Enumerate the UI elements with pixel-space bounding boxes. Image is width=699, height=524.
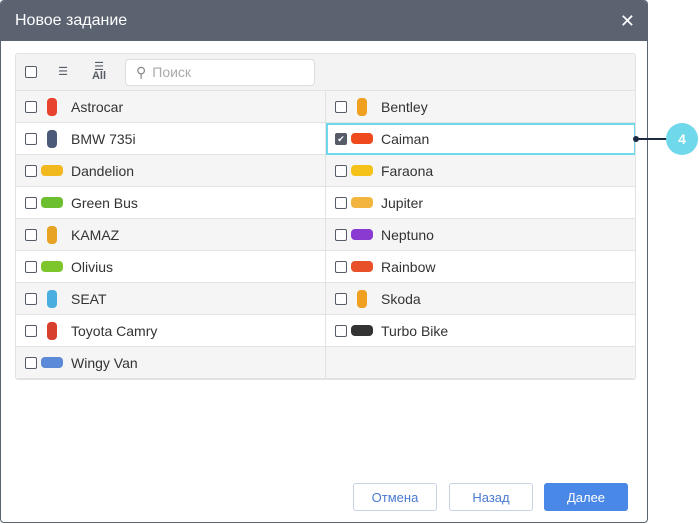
unit-checkbox[interactable] xyxy=(25,324,37,337)
unit-icon xyxy=(41,258,63,276)
unit-icon xyxy=(41,354,63,372)
unit-row[interactable]: Faraona xyxy=(326,155,635,187)
unit-icon xyxy=(41,225,63,244)
unit-name: Neptuno xyxy=(381,226,434,243)
unit-icon xyxy=(351,322,373,340)
cancel-button[interactable]: Отмена xyxy=(353,483,437,511)
unit-name: Wingy Van xyxy=(71,354,138,371)
unit-checkbox[interactable] xyxy=(25,100,37,113)
empty-cell xyxy=(326,347,635,379)
unit-icon xyxy=(351,162,373,180)
unit-name: Dandelion xyxy=(71,162,135,179)
unit-row[interactable]: ✔ Caiman xyxy=(326,123,635,155)
unit-row[interactable]: Jupiter xyxy=(326,187,635,219)
unit-row[interactable]: BMW 735i xyxy=(16,123,326,155)
search-input[interactable]: ⚲ Поиск xyxy=(125,58,315,86)
unit-row[interactable]: Wingy Van xyxy=(16,347,326,379)
unit-checkbox[interactable] xyxy=(335,228,347,241)
unit-row[interactable]: Olivius xyxy=(16,251,326,283)
unit-name: Jupiter xyxy=(381,194,424,211)
unit-row[interactable]: Astrocar xyxy=(16,91,326,123)
unit-name: Skoda xyxy=(381,290,421,307)
close-icon[interactable]: ✕ xyxy=(619,10,635,31)
unit-icon xyxy=(351,194,373,212)
unit-icon xyxy=(41,194,63,212)
unit-checkbox[interactable]: ✔ xyxy=(335,132,347,145)
unit-name: Toyota Camry xyxy=(71,322,158,339)
unit-icon xyxy=(41,129,63,148)
unit-checkbox[interactable] xyxy=(25,260,37,273)
search-placeholder: Поиск xyxy=(152,64,192,80)
unit-row[interactable]: Rainbow xyxy=(326,251,635,283)
unit-checkbox[interactable] xyxy=(25,356,37,369)
search-icon: ⚲ xyxy=(136,63,147,80)
toolbar: ☰ ☰ All ⚲ Поиск xyxy=(16,54,635,91)
callout-line xyxy=(636,138,668,140)
unit-icon xyxy=(351,226,373,244)
unit-icon xyxy=(351,289,373,308)
unit-name: Olivius xyxy=(71,258,114,275)
unit-checkbox[interactable] xyxy=(335,164,347,177)
unit-checkbox[interactable] xyxy=(25,292,37,305)
unit-row[interactable]: Toyota Camry xyxy=(16,315,326,347)
unit-name: KAMAZ xyxy=(71,226,120,243)
unit-name: BMW 735i xyxy=(71,130,136,147)
callout-dot xyxy=(633,136,639,142)
dialog-titlebar: Новое задание ✕ xyxy=(1,1,647,41)
unit-name: Green Bus xyxy=(71,194,138,211)
callout-badge: 4 xyxy=(666,123,698,155)
unit-checkbox[interactable] xyxy=(25,228,37,241)
unit-icon xyxy=(41,289,63,308)
select-all-checkbox[interactable] xyxy=(25,66,37,78)
unit-icon xyxy=(351,97,373,116)
unit-checkbox[interactable] xyxy=(335,292,347,305)
unit-name: Caiman xyxy=(381,130,430,147)
unit-icon xyxy=(41,97,63,116)
unit-row[interactable]: Green Bus xyxy=(16,187,326,219)
back-button[interactable]: Назад xyxy=(449,483,533,511)
unit-row[interactable]: Dandelion xyxy=(16,155,326,187)
unit-row[interactable]: Neptuno xyxy=(326,219,635,251)
unit-icon xyxy=(351,258,373,276)
unit-icon xyxy=(41,162,63,180)
unit-icon xyxy=(351,130,373,148)
show-selected-icon[interactable]: ☰ xyxy=(58,65,68,78)
unit-checkbox[interactable] xyxy=(25,164,37,177)
show-all-label: All xyxy=(91,70,107,82)
unit-name: Turbo Bike xyxy=(381,322,449,339)
dialog-title: Новое задание xyxy=(15,12,128,29)
unit-name: Rainbow xyxy=(381,258,436,275)
unit-row[interactable]: SEAT xyxy=(16,283,326,315)
next-button[interactable]: Далее xyxy=(544,483,628,511)
unit-row[interactable]: KAMAZ xyxy=(16,219,326,251)
unit-row[interactable]: Turbo Bike xyxy=(326,315,635,347)
unit-checkbox[interactable] xyxy=(25,196,37,209)
unit-checkbox[interactable] xyxy=(25,132,37,145)
unit-checkbox[interactable] xyxy=(335,260,347,273)
unit-checkbox[interactable] xyxy=(335,324,347,337)
unit-name: Bentley xyxy=(381,98,428,115)
unit-name: Astrocar xyxy=(71,98,124,115)
unit-grid: Astrocar Bentley BMW 735i ✔ Caiman Dandelion F… xyxy=(16,91,635,379)
show-all-icon[interactable]: ☰ All xyxy=(91,61,107,82)
unit-row[interactable]: Bentley xyxy=(326,91,635,123)
unit-row[interactable]: Skoda xyxy=(326,283,635,315)
new-task-dialog: Новое задание ✕ ☰ ☰ All ⚲ Поиск Astrocar B… xyxy=(0,0,648,523)
unit-panel: ☰ ☰ All ⚲ Поиск Astrocar Bentley BMW 735i ✔ C… xyxy=(15,53,636,380)
unit-name: SEAT xyxy=(71,290,107,307)
unit-name: Faraona xyxy=(381,162,434,179)
unit-checkbox[interactable] xyxy=(335,100,347,113)
unit-checkbox[interactable] xyxy=(335,196,347,209)
unit-icon xyxy=(41,321,63,340)
